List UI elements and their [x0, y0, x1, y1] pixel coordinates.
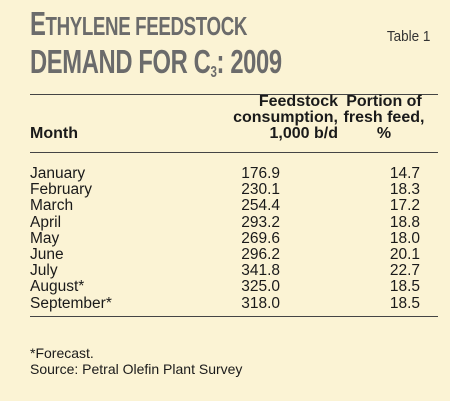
column-header-portion-line-3: % [376, 125, 392, 142]
portion-cell: 20.1 [389, 245, 420, 263]
header-bottom-rule [30, 152, 438, 153]
header-top-rule [30, 94, 438, 95]
portion-cell: 14.7 [389, 165, 420, 182]
portion-cell: 18.5 [389, 278, 420, 296]
table-bottom-rule [30, 316, 438, 317]
column-header-consumption: Feedstock consumption, 1,000 b/d [178, 94, 338, 142]
consumption-cell: 296.2 [241, 245, 280, 263]
title-line-2: DEMAND FOR C3: 2009 [30, 44, 282, 91]
portion-cell: 22.7 [389, 262, 420, 280]
table-body: January 176.9 14.7 February 230.1 18.3 March… [30, 166, 438, 312]
month-cell: February [30, 181, 93, 199]
table-number: Table 1 [386, 28, 430, 45]
column-header-portion-line-2: fresh feed, [343, 109, 425, 126]
portion-cell: 18.0 [389, 229, 420, 247]
table-row: July 341.8 22.7 [30, 263, 438, 279]
title-rest: THYLENE FEEDSTOCK [45, 11, 248, 41]
consumption-cell: 254.4 [241, 197, 280, 215]
table-row: April 293.2 18.8 [30, 213, 438, 231]
table-header: Month Feedstock consumption, 1,000 b/d P… [30, 94, 438, 146]
consumption-cell: 318.0 [241, 294, 280, 312]
month-cell: September* [30, 294, 112, 312]
forecast-note: *Forecast. [30, 345, 94, 361]
consumption-cell: 176.9 [241, 165, 280, 182]
title-line-1: ETHYLENE FEEDSTOCK [30, 6, 247, 44]
title-initial: E [30, 5, 46, 42]
table-row: January 176.9 14.7 [30, 166, 438, 182]
month-cell: January [30, 165, 86, 182]
column-header-month: Month [30, 125, 78, 142]
month-cell: April [30, 213, 62, 231]
title-subscript: 3 [210, 64, 217, 81]
consumption-cell: 230.1 [241, 181, 280, 199]
consumption-cell: 293.2 [241, 213, 280, 231]
month-cell: May [30, 229, 60, 247]
column-header-consumption-line-1: Feedstock [258, 93, 338, 110]
column-header-portion-line-1: Portion of [346, 93, 422, 110]
title-line-2-pre: DEMAND FOR C [30, 43, 211, 80]
portion-cell: 17.2 [389, 197, 420, 215]
month-cell: June [30, 245, 64, 263]
column-header-consumption-line-3: 1,000 b/d [269, 125, 338, 142]
title-line-2-post: : 2009 [216, 43, 283, 80]
table-row: June 296.2 20.1 [30, 245, 438, 263]
consumption-cell: 325.0 [241, 278, 280, 296]
footnotes: *Forecast. Source: Petral Olefin Plant S… [30, 345, 438, 377]
source-note: Source: Petral Olefin Plant Survey [30, 361, 243, 377]
month-cell: August* [30, 278, 85, 296]
consumption-cell: 269.6 [241, 229, 280, 247]
table-row: September* 318.0 18.5 [30, 294, 438, 312]
month-cell: March [30, 197, 74, 215]
table-row: August* 325.0 18.5 [30, 279, 438, 295]
portion-cell: 18.8 [389, 213, 420, 231]
consumption-cell: 341.8 [241, 262, 280, 280]
column-header-consumption-line-2: consumption, [233, 109, 338, 126]
portion-cell: 18.3 [389, 181, 420, 199]
table-row: March 254.4 17.2 [30, 198, 438, 214]
table-title: ETHYLENE FEEDSTOCK DEMAND FOR C3: 2009 [30, 4, 438, 90]
column-header-portion: Portion of fresh feed, % [324, 94, 444, 142]
month-cell: July [30, 262, 58, 280]
table-row: May 269.6 18.0 [30, 229, 438, 247]
table-row: February 230.1 18.3 [30, 182, 438, 198]
portion-cell: 18.5 [389, 294, 420, 312]
